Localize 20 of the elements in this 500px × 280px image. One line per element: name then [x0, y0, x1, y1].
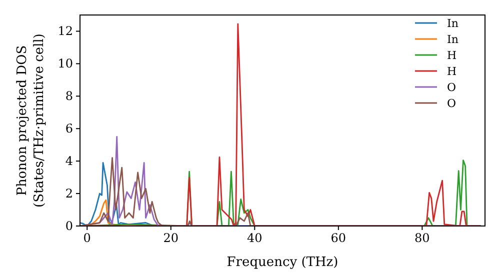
x-tick-label: 20	[163, 231, 179, 245]
y-tick-label: 6	[65, 122, 73, 136]
x-tick-label: 40	[247, 231, 262, 245]
y-tick-label: 0	[65, 219, 73, 233]
x-tick-label: 0	[83, 231, 91, 245]
x-tick-label: 60	[330, 231, 346, 245]
legend-label: In	[447, 17, 458, 30]
y-tick-label: 12	[58, 24, 73, 38]
legend-label: H	[447, 65, 457, 78]
legend-label: H	[447, 49, 457, 62]
x-tick-label: 80	[414, 231, 430, 245]
legend-label: O	[447, 81, 456, 94]
y-tick-label: 4	[65, 154, 74, 168]
y-tick-label: 10	[58, 56, 73, 71]
y-tick-label: 8	[65, 89, 73, 104]
y-tick-label: 2	[65, 186, 73, 201]
x-axis-title: Frequency (THz)	[226, 255, 338, 270]
legend-label: O	[447, 97, 456, 110]
legend-label: In	[447, 33, 458, 46]
y-axis-title: Phonon projected DOS (States/THz·primitive cell)	[15, 33, 47, 208]
